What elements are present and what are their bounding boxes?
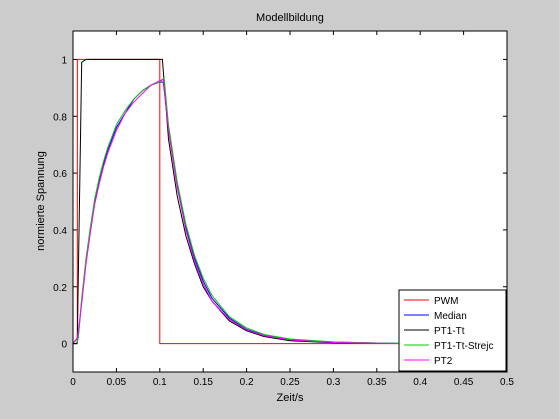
ticks-layer: 0 0.05 0.1 0.15 0.2 0.25 0.3 0.35 0.4 0.45 0.5 0 0.2… [53, 31, 514, 388]
y-axis-label: normierte Spannung [35, 151, 47, 251]
x-tick-label: 0.3 [326, 377, 340, 388]
y-tick-label: 0 [61, 340, 67, 351]
y-tick-label: 0.2 [53, 283, 67, 294]
x-axis-label: Zeit/s [277, 392, 304, 404]
series-line-pt1-tt [72, 58, 507, 345]
legend-label: PT1-Tt [434, 326, 465, 337]
x-tick-label: 0.15 [193, 377, 213, 388]
legend-label: PWM [434, 296, 458, 307]
legend-label: PT2 [434, 356, 453, 367]
y-tick-label: 0.4 [53, 226, 67, 237]
x-tick-label: 0.5 [500, 377, 514, 388]
x-tick-label: 0 [70, 377, 76, 388]
x-tick-label: 0.45 [454, 377, 474, 388]
x-tick-label: 0.1 [153, 377, 167, 388]
x-tick-label: 0.05 [107, 377, 127, 388]
x-tick-label: 0.2 [240, 377, 254, 388]
x-tick-label: 0.4 [413, 377, 427, 388]
x-tick-label: 0.35 [367, 377, 387, 388]
y-tick-label: 0.8 [53, 112, 67, 123]
y-tick-label: 1 [61, 55, 67, 66]
x-tick-label: 0.25 [280, 377, 300, 388]
chart-title: Modellbildung [256, 12, 324, 24]
legend: PWM Median PT1-Tt PT1-Tt-Strejc PT2 [398, 289, 507, 372]
y-tick-label: 0.6 [53, 169, 67, 180]
legend-label: Median [434, 311, 467, 322]
legend-label: PT1-Tt-Strejc [434, 341, 493, 352]
series-line-pt2 [72, 78, 507, 345]
